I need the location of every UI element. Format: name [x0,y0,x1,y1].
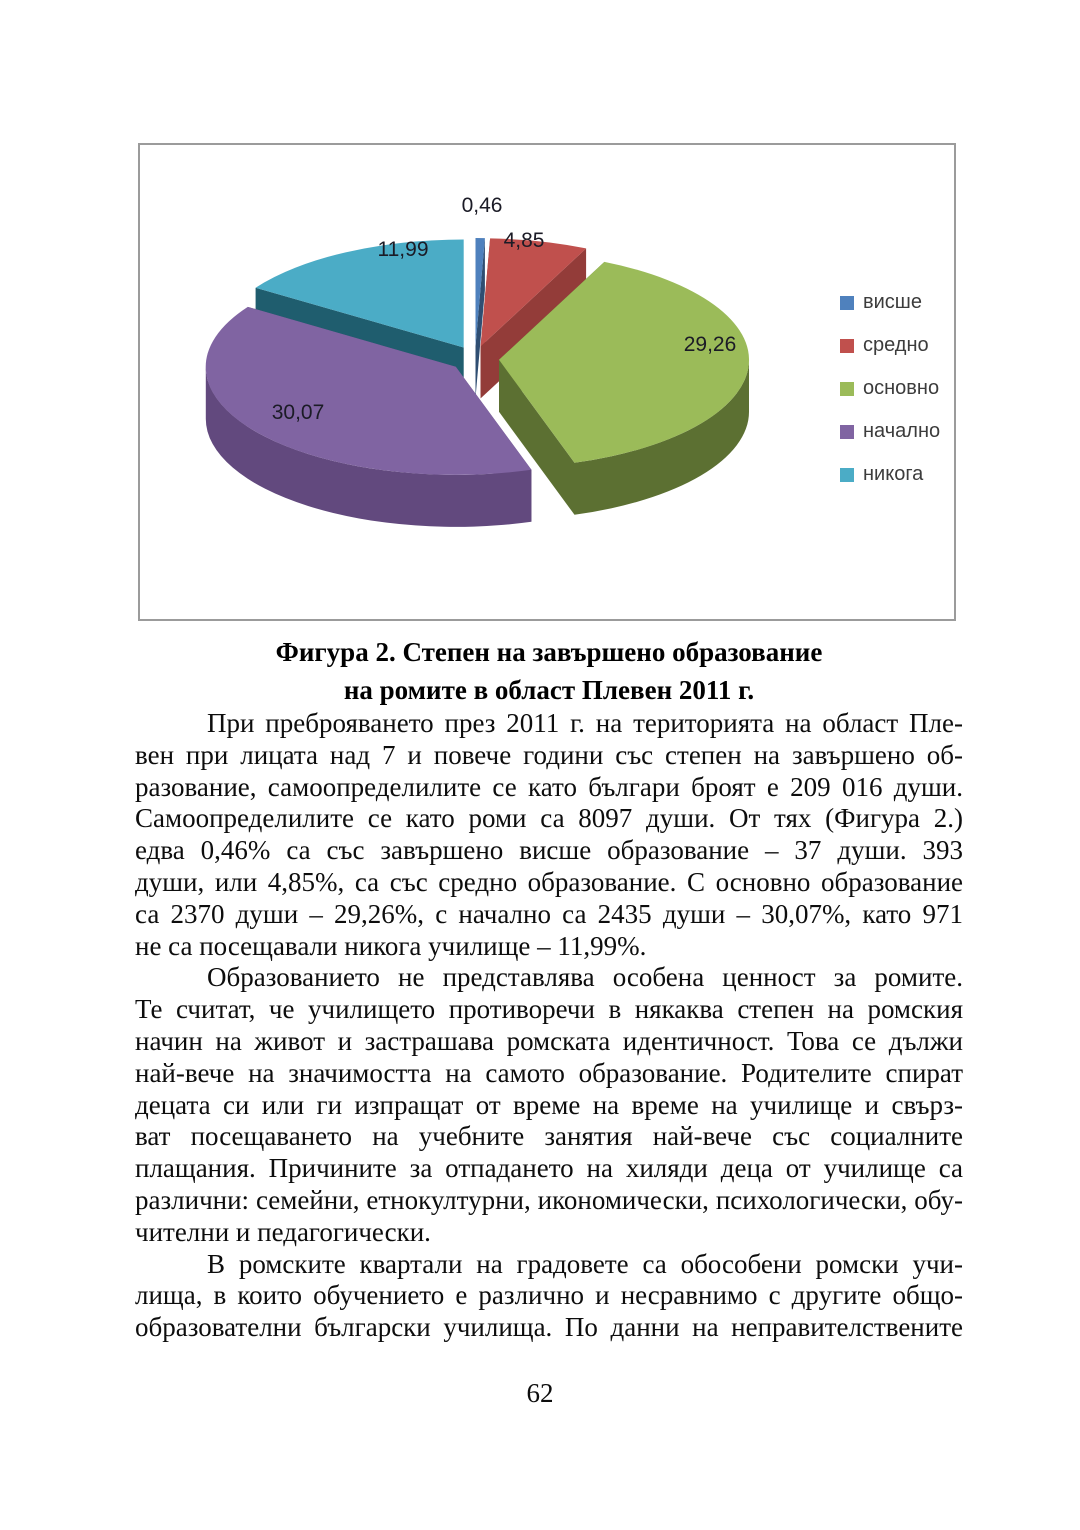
body-line: вен при лицата над 7 и повече години със… [135,739,963,770]
legend-swatch-icon [840,338,854,353]
body-line: образователни български училища. По данн… [135,1312,963,1343]
pie-data-label-средно: 4,85 [504,229,545,252]
legend-label: основно [863,377,940,399]
legend-item-начално: начално [840,410,940,453]
figure-caption-line-2: на ромите в област Плевен 2011 г. [343,675,755,705]
pie-chart: 0,464,85 29,26 30,07 11,99 [205,194,750,527]
pie-slice-side-основно [499,359,575,515]
body-line: души, или 4,85%, са със средно образован… [135,866,963,897]
body-line: начин на живот и застрашава ромската иде… [135,1025,963,1056]
pie-slice-начално [205,306,532,475]
pie-data-label-основно: 29,26 [684,333,737,356]
paragraph-1: При преброяването през 2011 г. на терито… [135,708,963,962]
legend-label: начално [863,420,941,442]
legend-swatch-icon [840,424,854,439]
legend-swatch-icon [840,381,854,396]
legend-item-основно: основно [840,367,940,410]
body-line: В ромските квартали на градовете са обос… [207,1248,963,1279]
body-line: различни: семейни, етнокултурни, икономи… [135,1184,963,1215]
legend-swatch-icon [840,295,854,310]
pie-slice-средно [480,238,587,347]
body-line: децата си или ги изпращат от време на вр… [135,1089,963,1120]
body-line: Самоопределилите се като роми са 8097 ду… [135,803,963,834]
pie-slice-side-висше [475,238,485,398]
body-line: Образованието не представлява особена це… [207,962,963,993]
body-line: най-вече на значимостта на самото образо… [135,1057,963,1088]
body-line: чителни и педагогически. [135,1216,431,1247]
pie-data-label-никога: 11,99 [378,238,429,261]
body-text: При преброяването през 2011 г. на терито… [135,708,963,1344]
chart-legend: висше средно основно начално никога [840,281,940,496]
pie-slice-wall-основно [574,359,750,515]
body-line: ват посещаването на учебните занятия най… [135,1121,963,1152]
pie-slice-wall-начално [205,366,532,527]
paragraph-3: В ромските квартали на градовете са обос… [135,1249,963,1344]
paragraph-2: Образованието не представлява особена це… [135,962,963,1248]
legend-item-висше: висше [840,281,940,324]
pie-slice-никога [255,239,464,348]
pie-slice-основно [499,261,750,463]
pie-data-label-начално: 30,07 [272,401,325,424]
legend-label: висше [863,291,922,313]
legend-item-средно: средно [840,324,940,367]
body-line: лища, в които обучението е различно и не… [135,1280,963,1311]
figure-caption-line-1: Фигура 2. Степен на завършено образовани… [275,637,823,667]
body-line: Те считат, че училището противоречи в ня… [135,994,963,1025]
body-line: При преброяването през 2011 г. на терито… [207,708,963,738]
figure-chart-box: 0,46 4,85 29,26 30,07 11,99 висше средно основ… [138,143,956,621]
page-number: 62 [526,1378,554,1408]
legend-item-никога: никога [840,453,940,496]
body-line: не са посещавали никога училище – 11,99%… [135,930,647,961]
body-line: разование, самоопределилите се като бълг… [135,771,963,802]
pie-data-label-висше: 0,46 [462,194,503,217]
legend-label: никога [863,463,924,485]
legend-swatch-icon [840,467,854,482]
legend-label: средно [863,334,929,356]
body-line: са 2370 души – 29,26%, с начално са 2435… [135,898,963,929]
body-line: едва 0,46% са със завършено висше образо… [135,835,963,866]
pie-slice-висше [475,238,485,346]
figure-caption: Фигура 2. Степен на завършено образовани… [135,633,963,709]
body-line: плащания. Причините за отпадането на хил… [135,1153,963,1184]
